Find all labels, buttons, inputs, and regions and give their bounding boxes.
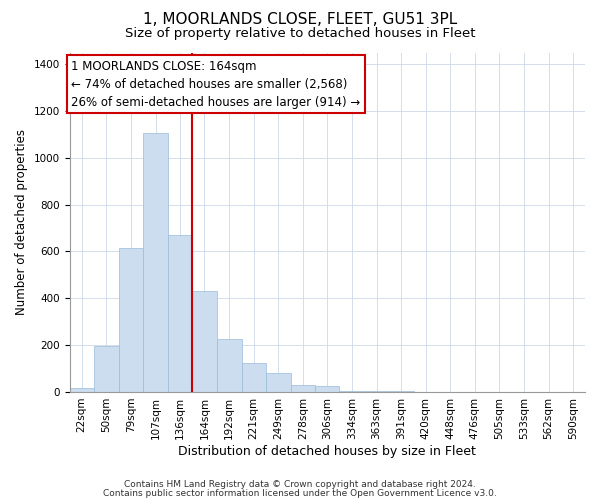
Y-axis label: Number of detached properties: Number of detached properties <box>15 129 28 315</box>
Bar <box>315 386 340 392</box>
Bar <box>340 391 364 392</box>
Text: 1 MOORLANDS CLOSE: 164sqm
← 74% of detached houses are smaller (2,568)
26% of se: 1 MOORLANDS CLOSE: 164sqm ← 74% of detac… <box>71 60 361 108</box>
X-axis label: Distribution of detached houses by size in Fleet: Distribution of detached houses by size … <box>178 444 476 458</box>
Bar <box>168 235 193 392</box>
Bar <box>266 373 291 392</box>
Bar <box>242 362 266 392</box>
Text: 1, MOORLANDS CLOSE, FLEET, GU51 3PL: 1, MOORLANDS CLOSE, FLEET, GU51 3PL <box>143 12 457 28</box>
Bar <box>143 134 168 392</box>
Text: Contains public sector information licensed under the Open Government Licence v3: Contains public sector information licen… <box>103 489 497 498</box>
Bar <box>217 340 242 392</box>
Bar <box>291 385 315 392</box>
Bar <box>70 388 94 392</box>
Bar <box>119 248 143 392</box>
Bar <box>94 346 119 392</box>
Text: Size of property relative to detached houses in Fleet: Size of property relative to detached ho… <box>125 28 475 40</box>
Text: Contains HM Land Registry data © Crown copyright and database right 2024.: Contains HM Land Registry data © Crown c… <box>124 480 476 489</box>
Bar <box>193 292 217 392</box>
